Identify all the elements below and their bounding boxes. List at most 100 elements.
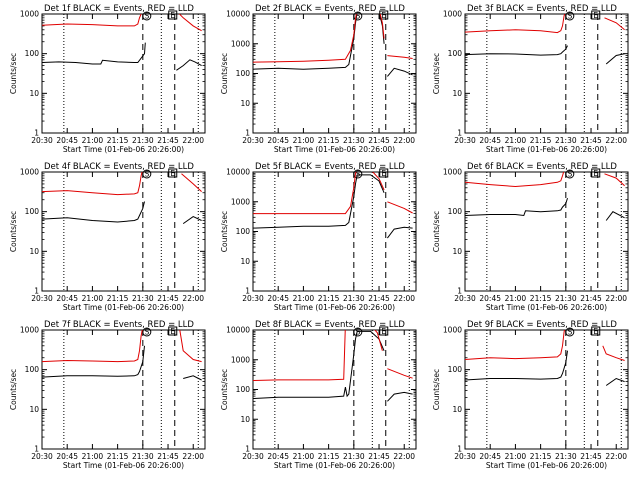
x-tick-label: 21:15: [107, 136, 129, 145]
y-tick-label: 1: [34, 287, 39, 296]
x-tick-label: 20:45: [267, 452, 289, 461]
x-tick-label: 21:45: [368, 294, 390, 303]
y-tick-label: 10: [29, 247, 39, 256]
end-marker-label: E: [170, 169, 175, 178]
panel-title: Det 6f BLACK = Events, RED = LLD: [467, 162, 617, 172]
plot-frame: [464, 329, 629, 450]
x-tick-label: 21:15: [107, 294, 129, 303]
lld-series-line: [465, 14, 625, 34]
y-tick-label: 1000: [443, 168, 462, 177]
start-marker-circle: [565, 327, 575, 337]
x-tick-label: 20:30: [31, 294, 53, 303]
end-marker-box: [591, 326, 601, 336]
x-tick-label: 21:00: [505, 136, 527, 145]
start-marker-label: S: [355, 12, 360, 21]
x-axis-label: Start Time (01-Feb-06 20:26:00): [486, 145, 607, 154]
x-tick-label: 22:00: [605, 452, 627, 461]
panel-det-2: Det 2f BLACK = Events, RED = LLD 1 10 100 10…: [220, 4, 417, 154]
start-marker-circle: [565, 11, 575, 21]
x-tick-label: 22:00: [393, 294, 415, 303]
plot-frame: [252, 13, 417, 134]
start-marker-label: S: [355, 328, 360, 337]
x-tick-label: 21:45: [157, 294, 179, 303]
lld-series-line: [465, 330, 625, 361]
series-group: [465, 172, 625, 221]
plot-frame: [252, 329, 417, 450]
panel-title: Det 5f BLACK = Events, RED = LLD: [255, 162, 405, 172]
y-tick-label: 100: [25, 49, 40, 58]
x-tick-label: 21:45: [157, 452, 179, 461]
events-series-line: [253, 174, 413, 239]
x-tick-label: 21:00: [293, 294, 315, 303]
y-tick-label: 1: [34, 445, 39, 454]
y-tick-label: 1000: [20, 168, 39, 177]
x-tick-label: 21:15: [318, 452, 340, 461]
panel-det-3: Det 3f BLACK = Events, RED = LLD 1 10 100 10…: [432, 4, 629, 154]
x-tick-label: 20:30: [242, 452, 264, 461]
series-group: [42, 14, 202, 71]
y-tick-label: 10: [240, 415, 250, 424]
start-marker-label: S: [567, 12, 572, 21]
x-tick-label: 21:30: [343, 294, 365, 303]
lld-series-line: [253, 172, 413, 215]
start-marker-label: S: [355, 170, 360, 179]
start-marker-circle: [142, 327, 152, 337]
y-tick-label: 1000: [20, 10, 39, 19]
x-tick-label: 21:45: [157, 136, 179, 145]
end-marker-label: E: [381, 11, 386, 20]
y-tick-label: 10: [29, 405, 39, 414]
events-series-line: [253, 330, 413, 402]
plot-frame: [41, 171, 206, 292]
end-marker-label: E: [381, 169, 386, 178]
plot-frame: [41, 13, 206, 134]
y-tick-label: 10000: [226, 10, 250, 19]
x-tick-label: 22:00: [182, 452, 204, 461]
x-tick-label: 21:15: [107, 452, 129, 461]
end-marker-box: [168, 168, 178, 178]
panel-det-9: Det 9f BLACK = Events, RED = LLD 1 10 100 10…: [432, 320, 629, 470]
start-marker-circle: [353, 327, 363, 337]
x-tick-label: 21:15: [530, 452, 552, 461]
x-tick-label: 22:00: [605, 294, 627, 303]
panel-det-5: Det 5f BLACK = Events, RED = LLD 1 10 100 10…: [220, 162, 417, 312]
series-group: [253, 14, 413, 77]
panel-det-8: Det 8f BLACK = Events, RED = LLD 1 10 100 10…: [220, 320, 417, 470]
x-tick-label: 21:30: [343, 452, 365, 461]
events-series-line: [465, 197, 625, 221]
x-axis-label: Start Time (01-Feb-06 20:26:00): [63, 303, 184, 312]
x-tick-label: 21:00: [82, 452, 104, 461]
start-marker-label: S: [144, 328, 149, 337]
x-tick-label: 21:00: [82, 294, 104, 303]
panel-title: Det 8f BLACK = Events, RED = LLD: [255, 320, 405, 330]
x-tick-label: 22:00: [605, 136, 627, 145]
x-tick-label: 21:30: [132, 294, 154, 303]
x-tick-label: 21:45: [368, 452, 390, 461]
x-tick-label: 20:45: [267, 294, 289, 303]
end-marker-box: [591, 168, 601, 178]
x-axis-label: Start Time (01-Feb-06 20:26:00): [274, 303, 395, 312]
x-tick-label: 21:00: [505, 294, 527, 303]
end-marker-label: E: [170, 11, 175, 20]
plot-frame: [41, 329, 206, 450]
y-tick-label: 1: [34, 129, 39, 138]
plot-frame: [252, 171, 417, 292]
x-tick-label: 20:45: [479, 452, 501, 461]
start-marker-label: S: [144, 12, 149, 21]
y-tick-label: 100: [448, 365, 463, 374]
x-tick-label: 22:00: [182, 294, 204, 303]
start-marker-label: S: [144, 170, 149, 179]
x-tick-label: 21:45: [580, 294, 602, 303]
x-tick-label: 20:30: [454, 294, 476, 303]
x-tick-label: 21:15: [318, 294, 340, 303]
x-tick-label: 21:45: [368, 136, 390, 145]
x-axis-label: Start Time (01-Feb-06 20:26:00): [486, 461, 607, 470]
events-series-line: [42, 42, 202, 71]
end-marker-box: [379, 326, 389, 336]
x-tick-label: 21:45: [580, 452, 602, 461]
end-marker-label: E: [381, 327, 386, 336]
y-tick-label: 100: [448, 207, 463, 216]
panel-det-4: Det 4f BLACK = Events, RED = LLD 1 10 100 10…: [9, 162, 206, 312]
x-tick-label: 20:45: [56, 294, 78, 303]
y-tick-label: 10000: [226, 326, 250, 335]
y-tick-label: 1: [457, 445, 462, 454]
